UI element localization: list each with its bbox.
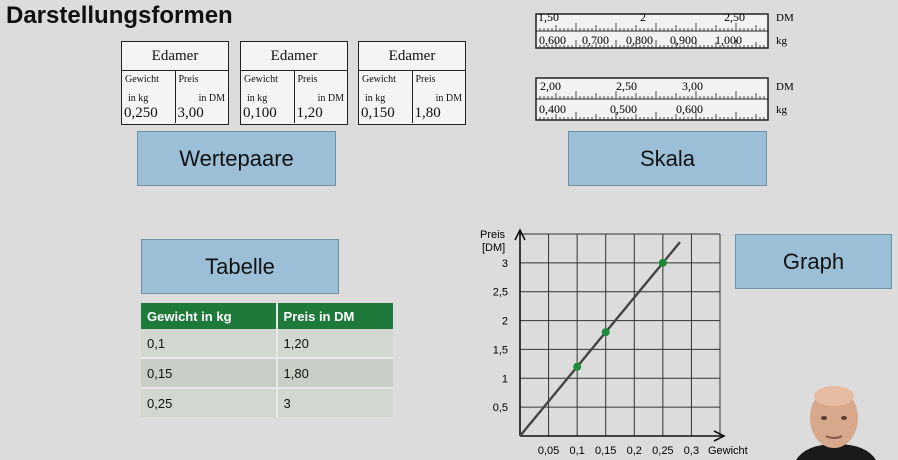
table-cell-weight: 0,25 [141,387,277,417]
price-tag: Edamer Gewicht in kg 0,150 Preis in DM 1… [358,41,466,125]
y-tick-label: 2,5 [493,287,508,299]
scale-dm-label: 3,00 [682,79,703,93]
scale-dm-label: 2,00 [540,79,561,93]
x-tick-label: 0,25 [652,445,673,457]
scale-kg-label: 0,600 [676,102,703,116]
scale-kg-label: 0,600 [539,33,566,47]
scale-kg-label: 0,500 [610,102,637,116]
tag-weight-header: Gewicht [244,74,278,85]
y-tick-label: 3 [502,258,508,270]
table-cell-price: 1,20 [275,329,393,358]
scale-kg-unit: kg [776,35,788,47]
scale-dm-label: 2 [640,10,646,24]
card-tabelle: Tabelle [141,239,339,294]
presenter-webcam-image [796,382,876,460]
y-axis-unit: [DM] [482,242,505,254]
tag-price-cell: Preis in DM 3,00 [174,71,229,123]
tag-price-unit: in DM [198,93,225,104]
x-axis-label: Gewicht [708,445,748,457]
tag-product-name: Edamer [359,42,465,71]
tag-price-value: 1,80 [414,105,441,121]
scale-dm-unit: DM [776,12,794,24]
tag-price-cell: Preis in DM 1,80 [411,71,466,123]
scale-kg-label: 0,400 [539,102,566,116]
table-row: 0,25 3 [141,387,393,417]
value-table: Gewicht in kg Preis in DM 0,1 1,20 0,15 … [141,303,393,417]
tag-price-value: 3,00 [177,105,204,121]
tag-weight-value: 0,250 [124,105,158,121]
table-cell-price: 1,80 [275,357,393,388]
scale-dm-label: 2,50 [616,79,637,93]
card-wertepaare: Wertepaare [137,131,336,186]
scale-ruler-1: 1,50 2 2,50 0,600 0,700 0,800 0,900 1,00… [535,10,794,49]
card-graph-label: Graph [782,248,845,274]
scale-ruler-2: 2,00 2,50 3,00 0,400 0,500 0,600 DM kg [535,77,794,121]
tag-weight-cell: Gewicht in kg 0,250 [122,71,175,123]
tag-price-header: Preis [415,74,436,85]
tag-product-name: Edamer [122,42,228,71]
card-graph: Graph [735,234,892,289]
y-axis-label: Preis [480,229,506,241]
tag-product-name: Edamer [241,42,347,71]
y-tick-label: 0,5 [493,402,508,414]
data-point [658,258,667,267]
scale-kg-unit: kg [776,104,788,116]
x-tick-label: 0,3 [684,445,699,457]
price-tag: Edamer Gewicht in kg 0,100 Preis in DM 1… [240,41,348,125]
card-skala: Skala [568,131,767,186]
table-row: 0,15 1,80 [141,357,393,388]
scale-dm-label: 1,50 [538,10,559,24]
data-point [601,328,610,337]
tag-weight-cell: Gewicht in kg 0,150 [359,71,412,123]
tag-weight-value: 0,150 [361,105,395,121]
table-header-price: Preis in DM [275,303,393,329]
card-skala-label: Skala [639,145,696,171]
scale-dm-label: 2,50 [724,10,745,24]
page-title: Darstellungsformen [6,2,233,29]
tag-price-header: Preis [178,74,199,85]
tag-weight-unit: in kg [128,93,149,104]
price-weight-graph: 0,05 0,1 0,15 0,2 0,25 0,3 0,5 1 1,5 2 2,5 3 Preis… [480,228,748,457]
tag-weight-value: 0,100 [243,105,277,121]
data-point [573,362,582,371]
tag-price-cell: Preis in DM 1,20 [293,71,348,123]
table-cell-weight: 0,15 [141,357,277,388]
y-tick-label: 1,5 [493,344,508,356]
y-axis-arrow [514,228,526,241]
card-tabelle-label: Tabelle [205,253,275,279]
x-tick-label: 0,1 [569,445,584,457]
scale-dm-unit: DM [776,81,794,93]
tag-weight-unit: in kg [365,93,386,104]
x-tick-label: 0,05 [538,445,559,457]
tag-price-unit: in DM [435,93,462,104]
tag-weight-header: Gewicht [125,74,159,85]
x-axis-arrow [713,430,726,442]
tag-price-unit: in DM [317,93,344,104]
x-tick-label: 0,15 [595,445,616,457]
proportional-line [519,241,681,437]
scale-kg-label: 0,700 [582,33,609,47]
tag-price-header: Preis [297,74,318,85]
table-row: 0,1 1,20 [141,329,393,358]
scale-kg-label: 0,800 [626,33,653,47]
tag-price-value: 1,20 [296,105,323,121]
price-tag: Edamer Gewicht in kg 0,250 Preis in DM 3… [121,41,229,125]
scale-kg-label: 1,000 [715,33,742,47]
scale-kg-label: 0,900 [670,33,697,47]
tag-weight-header: Gewicht [362,74,396,85]
y-tick-label: 1 [502,373,508,385]
table-header-weight: Gewicht in kg [141,303,277,329]
card-wertepaare-label: Wertepaare [179,145,294,171]
table-cell-weight: 0,1 [141,329,277,358]
y-tick-label: 2 [502,316,508,328]
table-cell-price: 3 [275,387,393,417]
x-tick-label: 0,2 [627,445,642,457]
tag-weight-unit: in kg [247,93,268,104]
tag-weight-cell: Gewicht in kg 0,100 [241,71,294,123]
